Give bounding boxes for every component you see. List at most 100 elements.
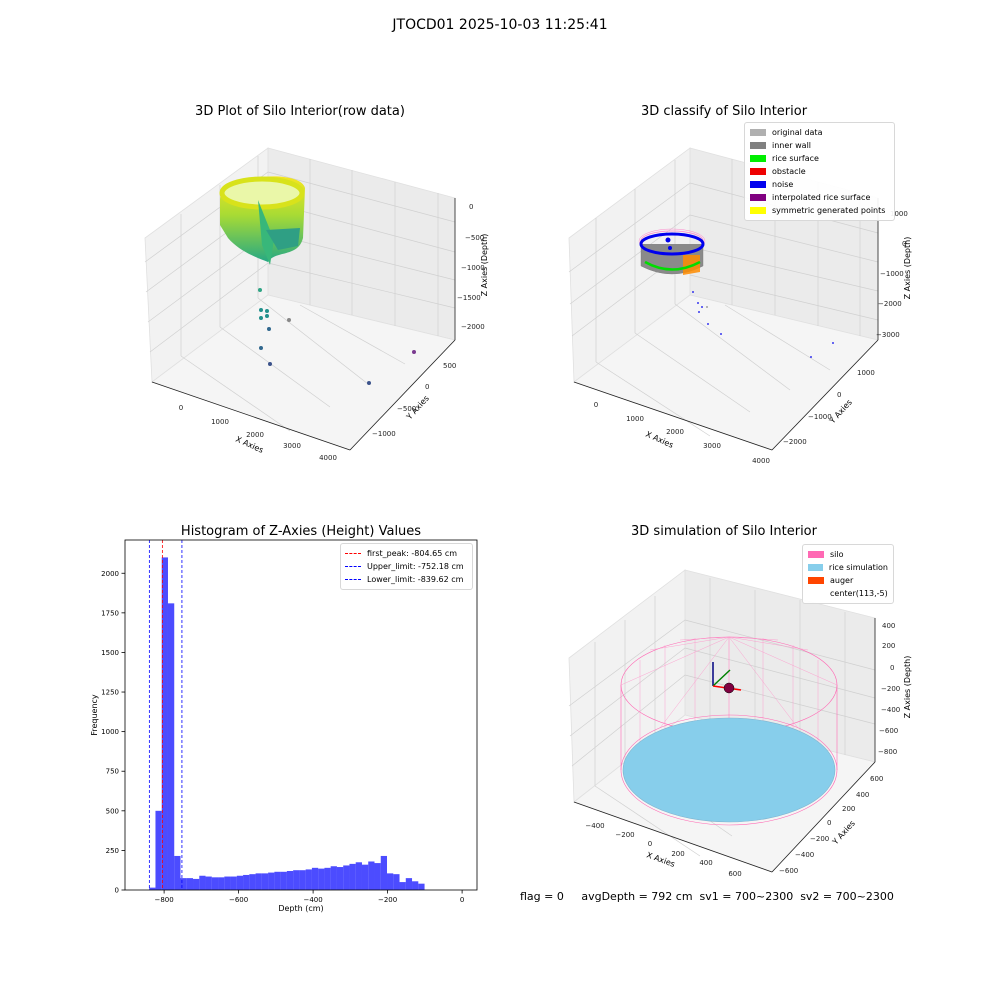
- silo-simulation: [620, 636, 838, 826]
- legend-swatch: [750, 181, 766, 188]
- histogram-bar: [387, 873, 394, 890]
- classified-points: [638, 228, 834, 358]
- z-axis-label: Z Axies (Depth): [903, 656, 912, 719]
- legend-line: [345, 566, 361, 567]
- legend-item: obstacle: [750, 165, 889, 178]
- histogram-bar: [374, 863, 381, 890]
- histogram-bar: [186, 878, 194, 890]
- x-tick-label: 0: [460, 896, 464, 904]
- panel-classify-3d: 3D classify of Silo Interior: [500, 0, 1000, 500]
- z-tick: −500: [465, 234, 484, 242]
- histogram-bar: [161, 557, 168, 890]
- histogram-bars: [149, 557, 425, 890]
- y-tick-label: 0: [115, 887, 119, 895]
- histogram-bar: [218, 877, 225, 890]
- y-tick: −1000: [372, 430, 396, 438]
- z-tick: −2000: [461, 323, 485, 331]
- legend: original data inner wall rice surface ob…: [744, 122, 895, 221]
- tick-labels: −400 −200 0 200 400 600 600 400 200 0 −2…: [585, 622, 900, 878]
- histogram-bar: [305, 869, 312, 890]
- z-axis-label: Z Axies (Depth): [480, 234, 489, 297]
- x-tick: 200: [671, 850, 684, 858]
- x-tick: 4000: [319, 454, 337, 462]
- panel-raw-3d: 3D Plot of Silo Interior(row data): [0, 0, 500, 500]
- x-tick-label: −200: [378, 896, 397, 904]
- histogram-bar: [174, 855, 181, 890]
- histogram-bar: [286, 870, 294, 890]
- y-tick-label: 750: [106, 768, 119, 776]
- legend-swatch: [750, 194, 766, 201]
- y-tick-label: 1250: [101, 689, 119, 697]
- legend-item: rice simulation: [808, 561, 888, 574]
- histogram-bar: [280, 871, 287, 890]
- panel-histogram: Histogram of Z-Axies (Height) Values −80…: [0, 500, 500, 1000]
- legend-item: Lower_limit: -839.62 cm: [345, 573, 468, 586]
- histogram-bar: [149, 887, 156, 890]
- x-tick: −400: [585, 822, 604, 830]
- classify-3d-plot: 0 1000 2000 3000 4000 1000 0 −1000 −2000…: [568, 147, 912, 465]
- legend-swatch: [808, 564, 823, 571]
- histogram-bar: [355, 862, 362, 890]
- legend-item: interpolated rice surface: [750, 191, 889, 204]
- legend-swatch: [750, 142, 766, 149]
- legend-swatch: [808, 551, 824, 558]
- histogram-bar: [268, 872, 275, 890]
- y-tick: 0: [837, 391, 841, 399]
- histogram-bar: [205, 876, 212, 890]
- z-tick: 200: [882, 642, 895, 650]
- x-tick: 4000: [752, 457, 770, 465]
- raw-3d-plot: 0 1000 2000 3000 4000 500 0 −500 −1000 0…: [144, 147, 489, 462]
- histogram-bar: [261, 873, 269, 890]
- simulation-3d-plot: −400 −200 0 200 400 600 600 400 200 0 −2…: [568, 569, 912, 878]
- legend-item: first_peak: -804.65 cm: [345, 547, 468, 560]
- legend-line: [345, 579, 361, 580]
- y-ticks: 0 250 500 750 1000 1250 1500 1750 2000: [101, 570, 125, 895]
- z-tick: 0: [902, 240, 906, 248]
- y-tick: −600: [779, 867, 798, 875]
- histogram-bar: [224, 876, 231, 890]
- x-tick: 1000: [626, 415, 644, 423]
- x-tick: 3000: [283, 442, 301, 450]
- z-tick: 1000: [890, 210, 908, 218]
- histogram-bar: [236, 875, 244, 890]
- y-tick-label: 2000: [101, 570, 119, 578]
- histogram-bar: [167, 603, 175, 890]
- y-tick: −500: [397, 405, 416, 413]
- histogram-bar: [318, 868, 325, 890]
- y-tick: 1000: [857, 369, 875, 377]
- y-tick-label: 1000: [101, 728, 119, 736]
- y-axis-label: Frequency: [90, 694, 99, 736]
- y-tick: −400: [795, 851, 814, 859]
- x-tick: 3000: [703, 442, 721, 450]
- histogram-bar: [249, 874, 256, 890]
- legend-item: inner wall: [750, 139, 889, 152]
- x-tick-label: −800: [154, 896, 173, 904]
- z-tick: −2000: [878, 300, 902, 308]
- legend-item: center(113,-5): [808, 587, 888, 600]
- histogram-bar: [180, 878, 187, 890]
- panel-title: 3D simulation of Silo Interior: [631, 524, 817, 539]
- y-tick: 0: [425, 383, 429, 391]
- legend-swatch: [750, 129, 766, 136]
- histogram-bar: [393, 874, 400, 890]
- reference-lines: [148, 540, 183, 890]
- histogram-bar: [299, 870, 306, 890]
- x-tick: 400: [699, 859, 712, 867]
- histogram-bar: [324, 867, 331, 890]
- legend-swatch: [808, 590, 824, 597]
- legend: silo rice simulation auger center(113,-5…: [802, 544, 894, 604]
- figure-title: JTOCD01 2025-10-03 11:25:41: [392, 17, 608, 33]
- z-tick: −1000: [461, 264, 485, 272]
- x-tick: 0: [594, 401, 598, 409]
- histogram-bar: [336, 867, 344, 890]
- panel-title: 3D classify of Silo Interior: [640, 104, 808, 119]
- histogram-bar: [243, 874, 250, 890]
- y-tick: 500: [443, 362, 456, 370]
- histogram-bar: [255, 873, 262, 890]
- z-tick: −400: [881, 706, 900, 714]
- histogram-bar: [211, 877, 219, 890]
- x-tick: 2000: [666, 428, 684, 436]
- histogram-chart: −800 −600 −400 −200 0 0 250 500 750 1000 1250 1500…: [90, 539, 478, 913]
- legend-item: rice surface: [750, 152, 889, 165]
- histogram-bar: [155, 810, 162, 890]
